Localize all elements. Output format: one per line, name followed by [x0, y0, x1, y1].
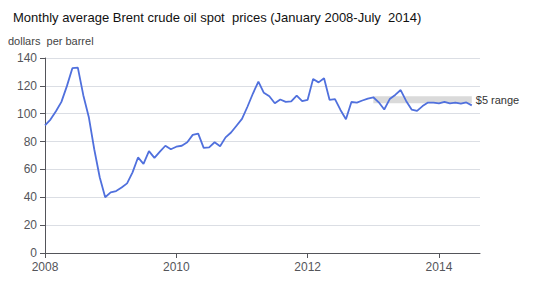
- svg-text:0: 0: [30, 246, 37, 260]
- svg-text:140: 140: [17, 51, 37, 65]
- svg-text:dollars per barrel: dollars per barrel: [8, 35, 94, 47]
- svg-text:60: 60: [24, 162, 38, 176]
- svg-text:120: 120: [17, 79, 37, 93]
- svg-text:2008: 2008: [32, 260, 59, 274]
- svg-text:$5 range: $5 range: [476, 94, 519, 106]
- svg-text:100: 100: [17, 107, 37, 121]
- svg-text:80: 80: [24, 135, 38, 149]
- svg-text:40: 40: [24, 190, 38, 204]
- svg-text:2014: 2014: [426, 260, 453, 274]
- svg-text:Monthly average Brent crude oi: Monthly average Brent crude oil spot pri…: [13, 10, 421, 25]
- svg-text:20: 20: [24, 218, 38, 232]
- svg-text:2012: 2012: [294, 260, 321, 274]
- svg-text:2010: 2010: [163, 260, 190, 274]
